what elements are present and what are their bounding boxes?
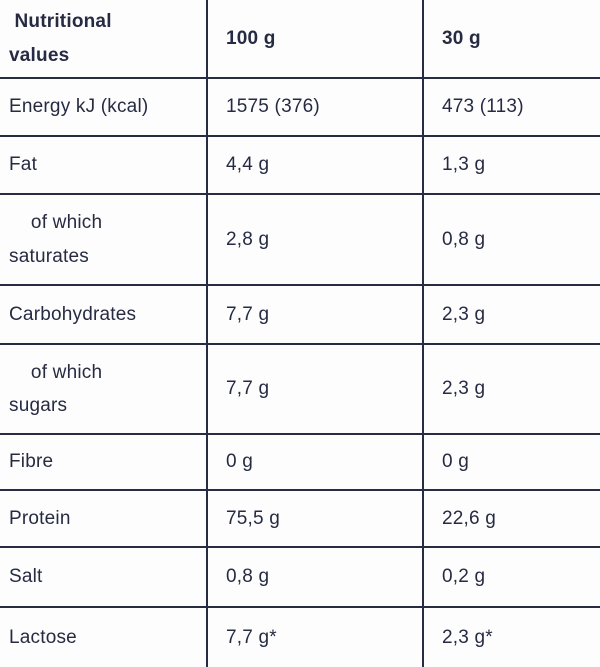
table-row-protein: Protein 75,5 g 22,6 g [0, 489, 600, 548]
row-value-30g: 22,6 g [422, 489, 600, 548]
table-row-saturates: of which saturates 2,8 g 0,8 g [0, 193, 600, 286]
table-row-salt: Salt 0,8 g 0,2 g [0, 546, 600, 608]
row-label: Energy kJ (kcal) [0, 77, 208, 137]
row-value-30g: 0 g [422, 433, 600, 491]
table-row-carbohydrates: Carbohydrates 7,7 g 2,3 g [0, 284, 600, 345]
row-value-30g: 1,3 g [422, 135, 600, 195]
row-value-30g: 2,3 g* [422, 606, 600, 667]
row-value-100g: 7,7 g [206, 284, 424, 345]
row-value-30g: 2,3 g [422, 343, 600, 435]
row-label: Protein [0, 489, 208, 548]
table-row-lactose: Lactose 7,7 g* 2,3 g* [0, 606, 600, 667]
table-row-fibre: Fibre 0 g 0 g [0, 433, 600, 491]
row-value-30g: 0,8 g [422, 193, 600, 286]
row-label: Lactose [0, 606, 208, 667]
row-label: Fat [0, 135, 208, 195]
row-value-100g: 0 g [206, 433, 424, 491]
row-label: of which saturates [0, 193, 208, 286]
row-label: Carbohydrates [0, 284, 208, 345]
row-value-100g: 75,5 g [206, 489, 424, 548]
row-value-100g: 4,4 g [206, 135, 424, 195]
table-row-sugars: of which sugars 7,7 g 2,3 g [0, 343, 600, 435]
header-row: Nutritional values 100 g 30 g [0, 0, 600, 79]
header-nutritional-values: Nutritional values [0, 0, 208, 79]
row-value-30g: 473 (113) [422, 77, 600, 137]
header-30g: 30 g [422, 0, 600, 79]
row-value-100g: 2,8 g [206, 193, 424, 286]
table-row-fat: Fat 4,4 g 1,3 g [0, 135, 600, 195]
row-label: Salt [0, 546, 208, 608]
row-value-100g: 1575 (376) [206, 77, 424, 137]
header-100g: 100 g [206, 0, 424, 79]
row-value-100g: 7,7 g* [206, 606, 424, 667]
row-label: Fibre [0, 433, 208, 491]
row-label: of which sugars [0, 343, 208, 435]
row-value-30g: 0,2 g [422, 546, 600, 608]
table-row-energy: Energy kJ (kcal) 1575 (376) 473 (113) [0, 77, 600, 137]
row-value-100g: 0,8 g [206, 546, 424, 608]
row-value-30g: 2,3 g [422, 284, 600, 345]
row-value-100g: 7,7 g [206, 343, 424, 435]
